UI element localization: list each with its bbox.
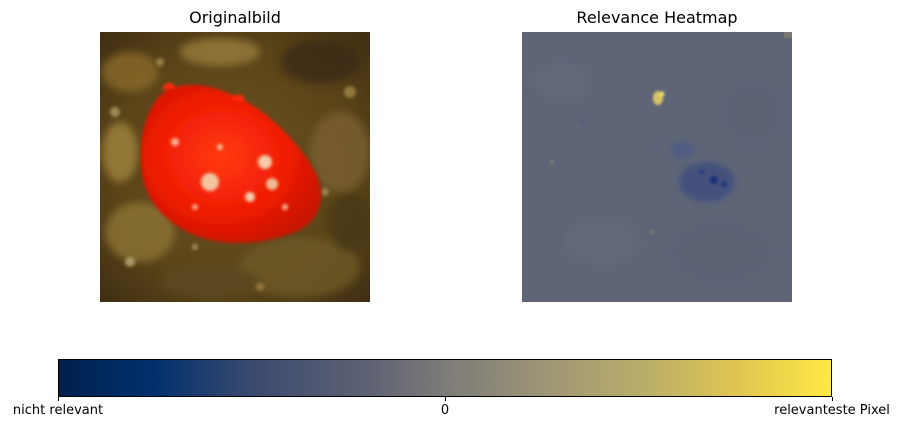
left-panel-title: Originalbild — [189, 8, 281, 27]
colorbar-label-min: nicht relevant — [12, 403, 104, 418]
colorbar — [58, 359, 832, 397]
relevance-heatmap — [522, 32, 792, 302]
colorbar-tick-min — [58, 397, 59, 401]
colorbar-tick-max — [832, 397, 833, 401]
right-panel-title: Relevance Heatmap — [576, 8, 738, 27]
colorbar-label-max: relevanteste Pixel — [774, 403, 890, 418]
original-image — [100, 32, 370, 302]
colorbar-tick-zero — [445, 397, 446, 401]
colorbar-label-zero: 0 — [440, 403, 450, 418]
